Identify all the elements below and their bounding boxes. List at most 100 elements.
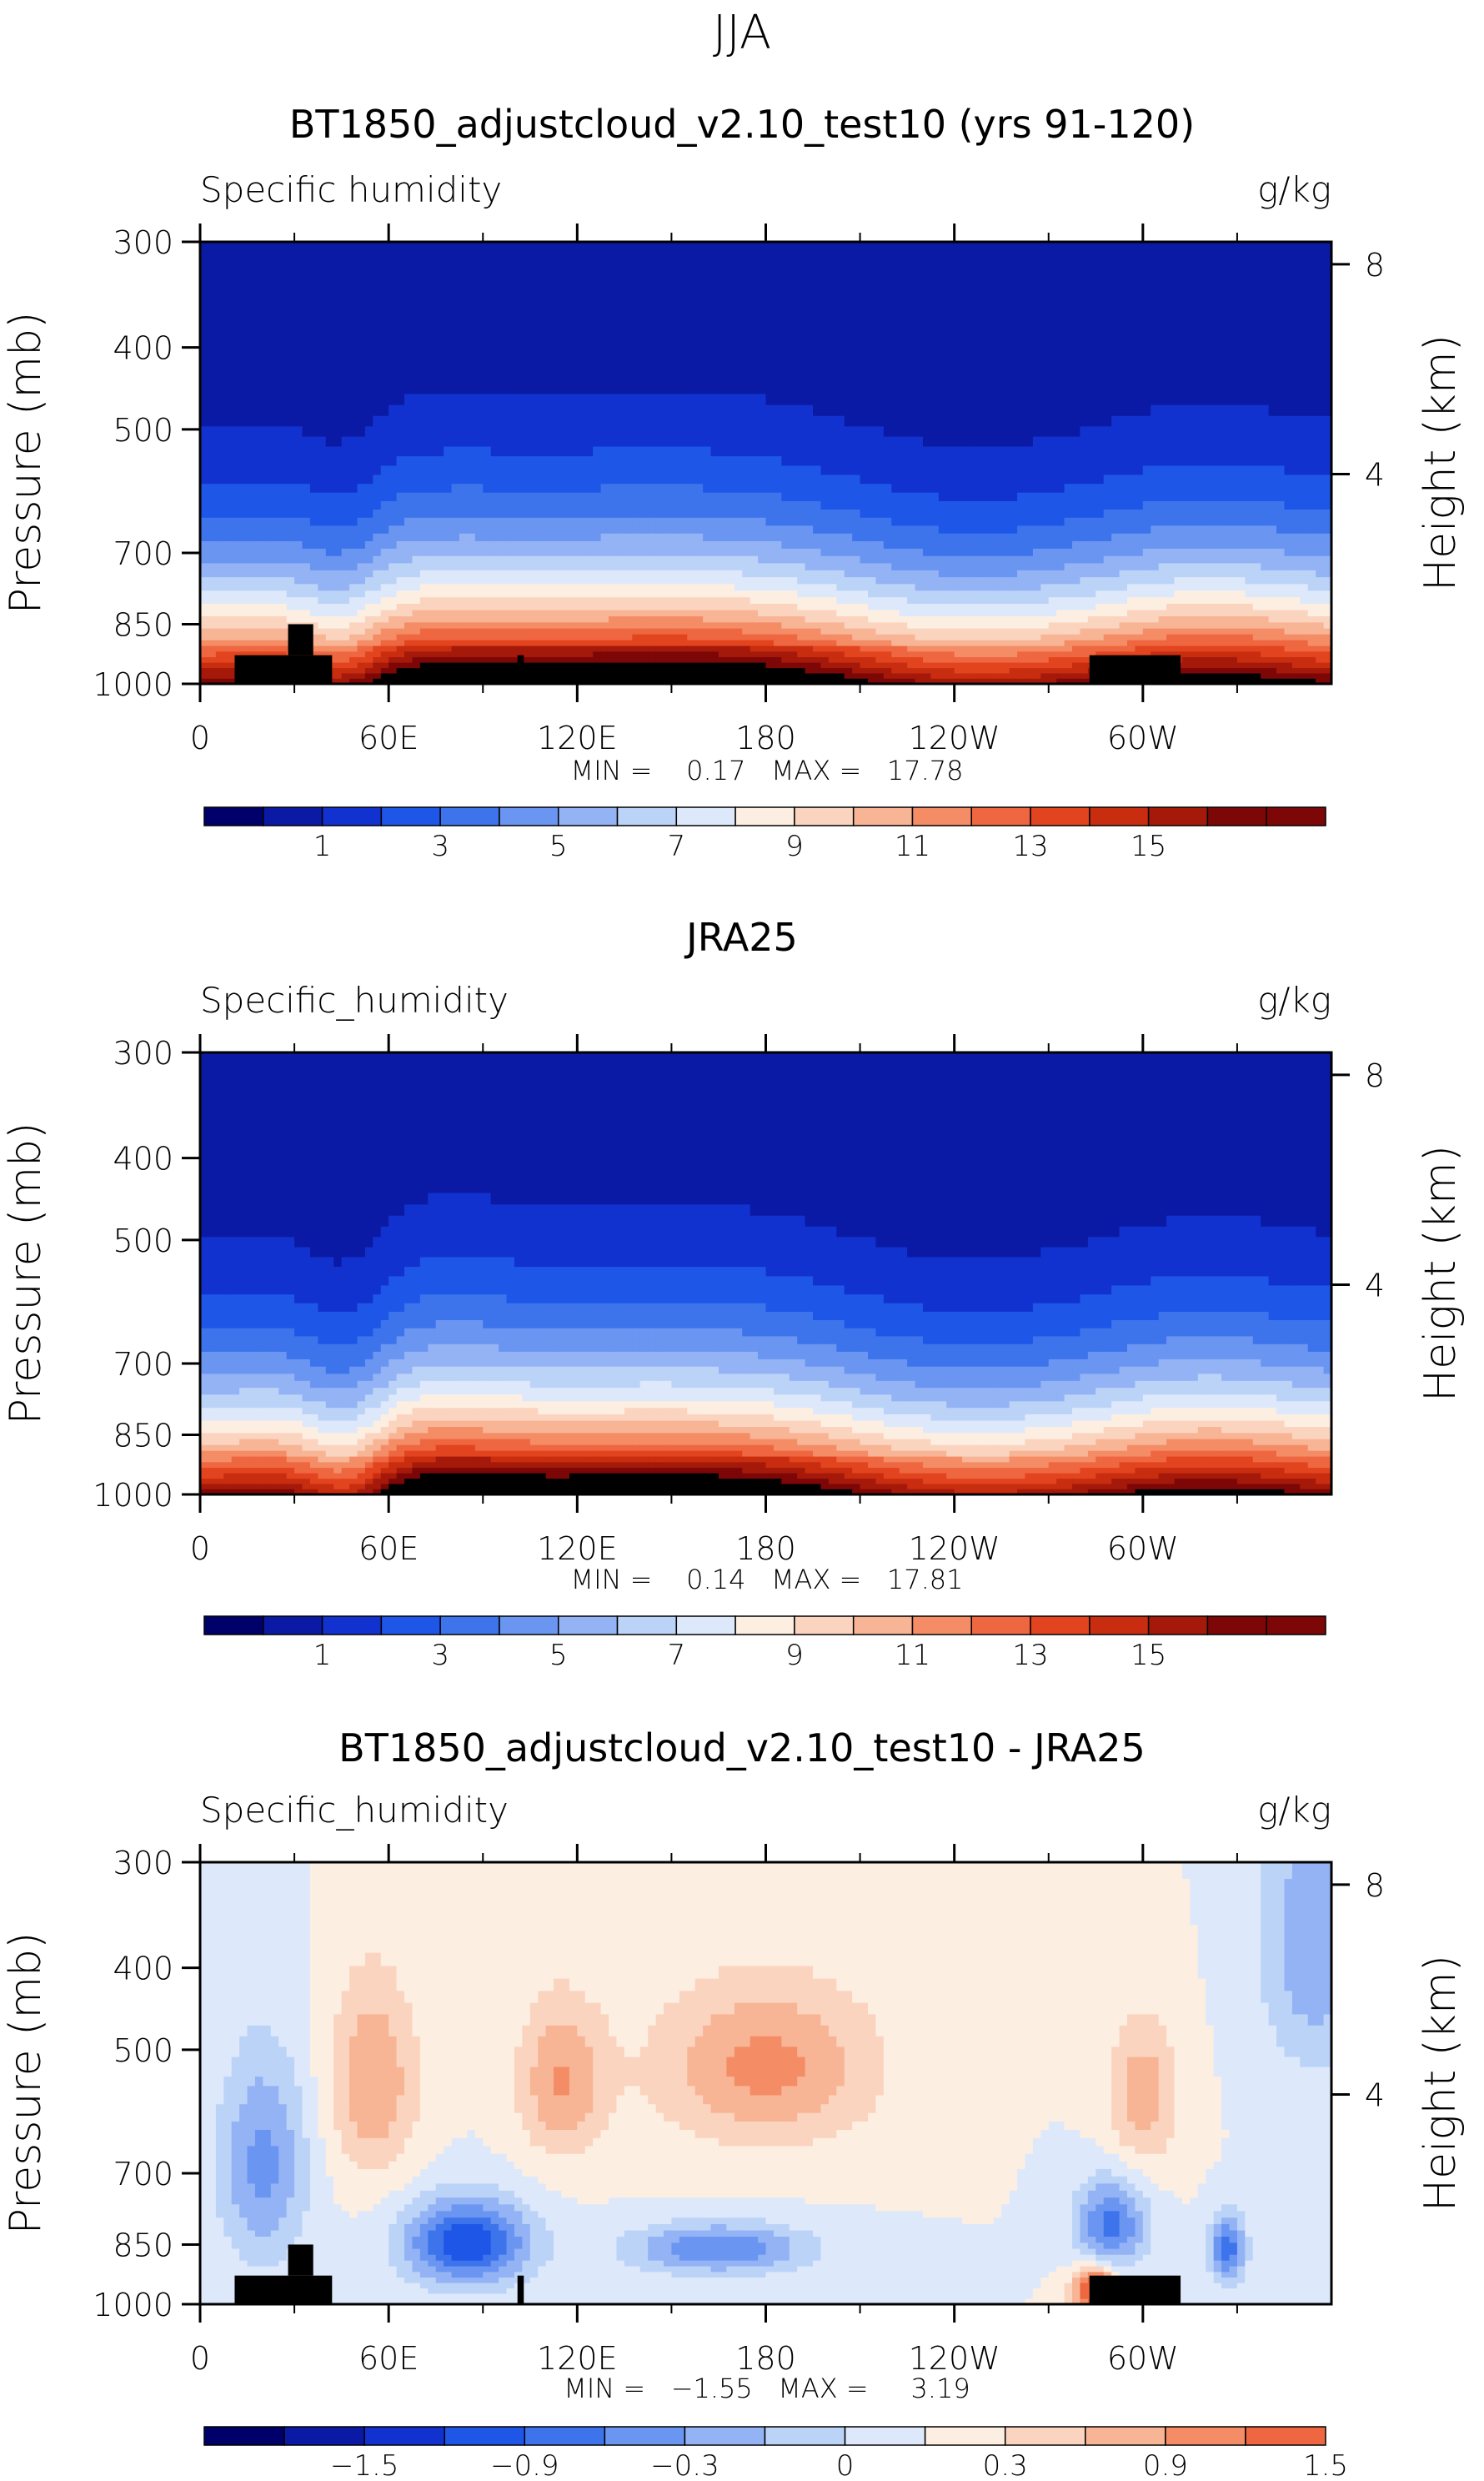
contour-cell — [923, 383, 931, 394]
contour-cell — [624, 359, 633, 371]
contour-cell — [1284, 290, 1292, 305]
contour-cell — [1198, 274, 1206, 290]
contour-cell — [412, 359, 420, 371]
contour-cell — [923, 304, 931, 319]
contour-cell — [459, 290, 468, 305]
contour-cell — [750, 333, 759, 346]
contour-cell — [326, 290, 334, 305]
contour-cell — [1072, 290, 1080, 305]
contour-cell — [711, 370, 719, 383]
contour-cell — [255, 383, 263, 394]
contour-cell — [577, 383, 585, 394]
contour-cell — [939, 290, 947, 305]
contour-cell — [978, 304, 986, 319]
contour-cell — [1276, 405, 1285, 417]
contour-cell — [1221, 259, 1230, 275]
contour-cell — [1269, 274, 1277, 290]
contour-cell — [1276, 333, 1285, 346]
contour-cell — [1088, 274, 1096, 290]
contour-cell — [836, 345, 845, 359]
contour-cell — [554, 394, 562, 405]
contour-cell — [1151, 242, 1159, 259]
contour-cell — [664, 259, 672, 275]
contour-cell — [278, 345, 287, 359]
contour-cell — [1159, 394, 1167, 405]
contour-cell — [420, 394, 429, 405]
contour-cell — [1033, 345, 1041, 359]
contour-cell — [1182, 333, 1191, 346]
contour-cell — [255, 304, 263, 319]
contour-cell — [664, 359, 672, 371]
contour-cell — [397, 359, 405, 371]
contour-cell — [1198, 370, 1206, 383]
contour-cell — [420, 242, 429, 259]
contour-cell — [436, 345, 444, 359]
contour-cell — [593, 405, 601, 417]
contour-cell — [907, 370, 915, 383]
contour-cell — [781, 370, 790, 383]
contour-cell — [616, 290, 624, 305]
contour-cell — [852, 405, 860, 417]
contour-cell — [1308, 319, 1316, 333]
contour-cell — [656, 383, 664, 394]
contour-cell — [538, 394, 546, 405]
contour-cell — [342, 345, 350, 359]
contour-cell — [239, 242, 248, 259]
contour-cell — [1120, 345, 1128, 359]
contour-cell — [1056, 242, 1065, 259]
contour-cell — [1080, 359, 1088, 371]
contour-cell — [1276, 319, 1285, 333]
contour-cell — [499, 259, 507, 275]
contour-cell — [955, 333, 963, 346]
contour-cell — [664, 319, 672, 333]
contour-cell — [955, 383, 963, 394]
contour-cell — [1245, 274, 1253, 290]
contour-cell — [420, 370, 429, 383]
contour-cell — [303, 394, 311, 405]
contour-cell — [232, 383, 240, 394]
contour-cell — [342, 394, 350, 405]
contour-cell — [632, 242, 640, 259]
contour-cell — [397, 319, 405, 333]
contour-cell — [1269, 405, 1277, 417]
contour-cell — [609, 405, 617, 417]
contour-cell — [1159, 274, 1167, 290]
contour-cell — [514, 333, 523, 346]
contour-cell — [507, 290, 515, 305]
contour-cell — [577, 304, 585, 319]
contour-cell — [923, 370, 931, 383]
contour-cell — [255, 405, 263, 417]
contour-cell — [1151, 383, 1159, 394]
contour-cell — [381, 259, 389, 275]
contour-cell — [1214, 359, 1222, 371]
contour-cell — [711, 359, 719, 371]
contour-cell — [1065, 274, 1073, 290]
contour-cell — [381, 304, 389, 319]
contour-cell — [357, 345, 365, 359]
contour-cell — [271, 290, 279, 305]
contour-cell — [790, 345, 798, 359]
contour-cell — [200, 370, 208, 383]
contour-cell — [1088, 370, 1096, 383]
contour-cell — [1095, 345, 1104, 359]
contour-cell — [1095, 274, 1104, 290]
contour-cell — [1308, 274, 1316, 290]
contour-cell — [797, 345, 805, 359]
contour-cell — [1088, 290, 1096, 305]
contour-cell — [1025, 345, 1033, 359]
contour-cell — [1056, 394, 1065, 405]
contour-cell — [389, 333, 397, 346]
contour-cell — [333, 405, 342, 417]
contour-cell — [483, 405, 491, 417]
contour-cell — [452, 394, 460, 405]
contour-cell — [459, 319, 468, 333]
contour-cell — [648, 259, 656, 275]
contour-cell — [381, 290, 389, 305]
contour-cell — [428, 319, 436, 333]
contour-cell — [711, 345, 719, 359]
contour-cell — [962, 345, 970, 359]
contour-cell — [679, 290, 688, 305]
contour-cell — [797, 383, 805, 394]
contour-cell — [318, 319, 326, 333]
contour-cell — [1206, 319, 1214, 333]
